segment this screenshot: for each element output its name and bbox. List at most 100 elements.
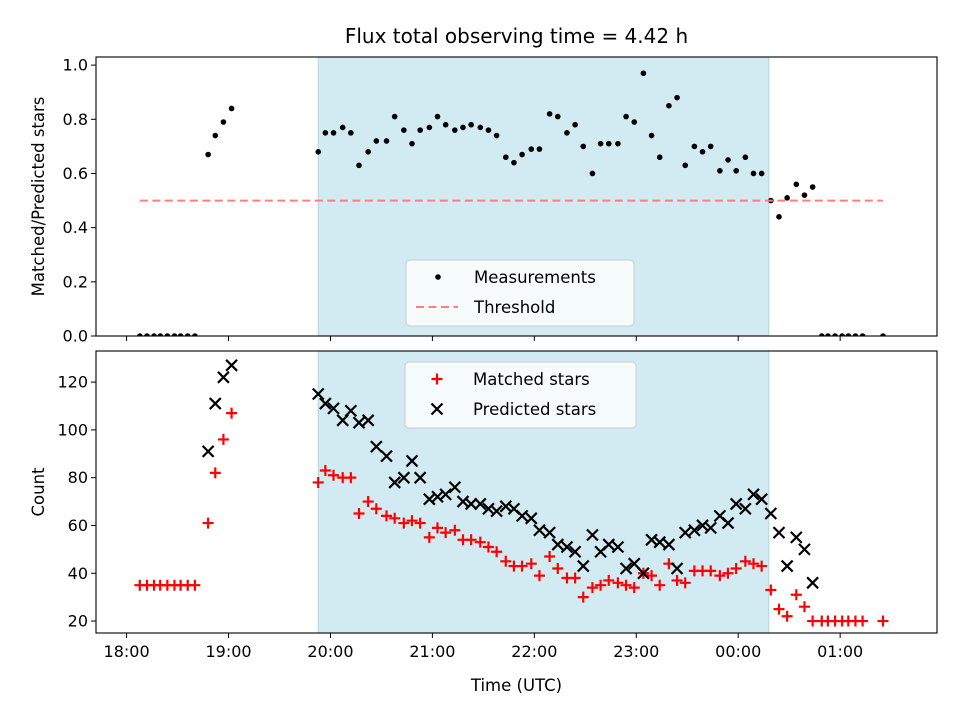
measurement-point [631, 119, 638, 125]
measurement-point [674, 94, 680, 101]
measurement-point [401, 127, 407, 133]
matched-star-point [739, 555, 751, 567]
predicted-star-point [645, 533, 658, 547]
matched-star-point [398, 517, 410, 529]
matched-star-point [328, 469, 340, 481]
legend-matched-marker [431, 373, 443, 385]
predicted-star-point [474, 497, 487, 511]
measurement-point [536, 146, 543, 152]
matched-star-point [773, 603, 785, 615]
measurement-point [220, 119, 227, 125]
x-tick-label: 18:00 [104, 642, 150, 661]
predicted-star-point [543, 526, 556, 539]
measurement-point [144, 333, 150, 336]
predicted-star-point [370, 440, 383, 453]
measurement-point [348, 130, 354, 136]
y-tick-label: 20 [68, 612, 88, 631]
matched-star-point [595, 579, 607, 591]
matched-star-point [414, 517, 426, 529]
matched-star-point [474, 536, 486, 548]
matched-star-point [781, 610, 793, 622]
measurement-point [819, 333, 825, 336]
predicted-star-point [397, 471, 411, 484]
measurement-point [784, 195, 790, 201]
legend-box [404, 361, 637, 429]
matched-star-point [654, 579, 666, 591]
measurement-point [699, 149, 706, 155]
predicted-star-point [225, 359, 238, 372]
matched-star-point [628, 582, 640, 594]
matched-star-point [722, 567, 734, 579]
matched-star-point [345, 472, 357, 484]
measurement-point [839, 333, 845, 336]
matched-star-point [533, 570, 545, 582]
predicted-star-point [729, 497, 743, 511]
matched-star-point [465, 534, 477, 546]
measurement-point [845, 333, 852, 336]
measurement-point [373, 138, 380, 144]
y-axis-label: Count [29, 467, 48, 517]
measurement-point [434, 113, 441, 120]
measurement-point [717, 167, 723, 174]
predicted-star-point [413, 471, 427, 484]
matched-star-point [790, 589, 802, 601]
measurement-point [468, 121, 474, 128]
predicted-star-point [482, 502, 495, 516]
predicted-star-point [515, 509, 529, 523]
measurement-point [442, 121, 449, 128]
measurement-point [391, 113, 398, 120]
matched-star-point [406, 515, 418, 527]
predicted-star-point [704, 521, 717, 535]
legend-box [405, 259, 635, 327]
measurement-point [493, 132, 500, 139]
measurement-point [825, 333, 831, 336]
measurement-point [151, 333, 157, 336]
matched-star-point [491, 546, 503, 558]
matched-star-point [705, 565, 717, 577]
legend-label: Measurements [474, 268, 596, 287]
measurement-point [564, 130, 570, 136]
measurement-point [460, 124, 466, 131]
measurement-point [572, 121, 578, 128]
plot-area [134, 359, 889, 627]
matched-star-point [552, 562, 564, 574]
matched-star-point [362, 496, 374, 508]
measurement-point [212, 132, 219, 139]
predicted-star-point [627, 557, 641, 570]
matched-star-point [516, 560, 528, 572]
y-tick-label: 0.2 [63, 272, 88, 291]
matched-star-point [202, 517, 214, 529]
matched-star-point [319, 464, 331, 476]
legend-predicted-marker [430, 402, 444, 416]
predicted-star-point [611, 540, 625, 554]
matched-star-point [586, 582, 598, 594]
predicted-star-point [448, 480, 462, 494]
x-tick-label: 20:00 [307, 642, 353, 661]
predicted-star-point [721, 516, 735, 530]
predicted-star-point [764, 507, 778, 520]
predicted-star-point [678, 526, 692, 539]
measurement-point [623, 113, 629, 120]
matched-star-point [807, 615, 819, 627]
plot-area [137, 70, 886, 336]
measurement-point [707, 143, 714, 150]
matched-star-point [612, 577, 624, 589]
predicted-star-point [217, 371, 230, 384]
bottom-panel: 20 40 60 80 100 120 18:00 19:00 20:00 21:00 22:00 2… [29, 350, 938, 695]
measurement-point [801, 192, 808, 198]
measurement-point [597, 140, 604, 147]
measurement-point [640, 70, 647, 77]
matched-star-point [449, 524, 461, 536]
matched-star-point [756, 560, 768, 572]
predicted-star-point [311, 387, 325, 401]
predicted-star-point [431, 490, 444, 504]
measurement-point [477, 124, 484, 131]
predicted-star-point [490, 504, 503, 518]
predicted-star-point [456, 495, 470, 508]
matched-star-point [525, 558, 537, 570]
predicted-star-point [739, 502, 752, 516]
matched-star-point [857, 615, 869, 627]
y-tick-label: 0.4 [63, 218, 88, 237]
matched-star-point [226, 407, 238, 419]
